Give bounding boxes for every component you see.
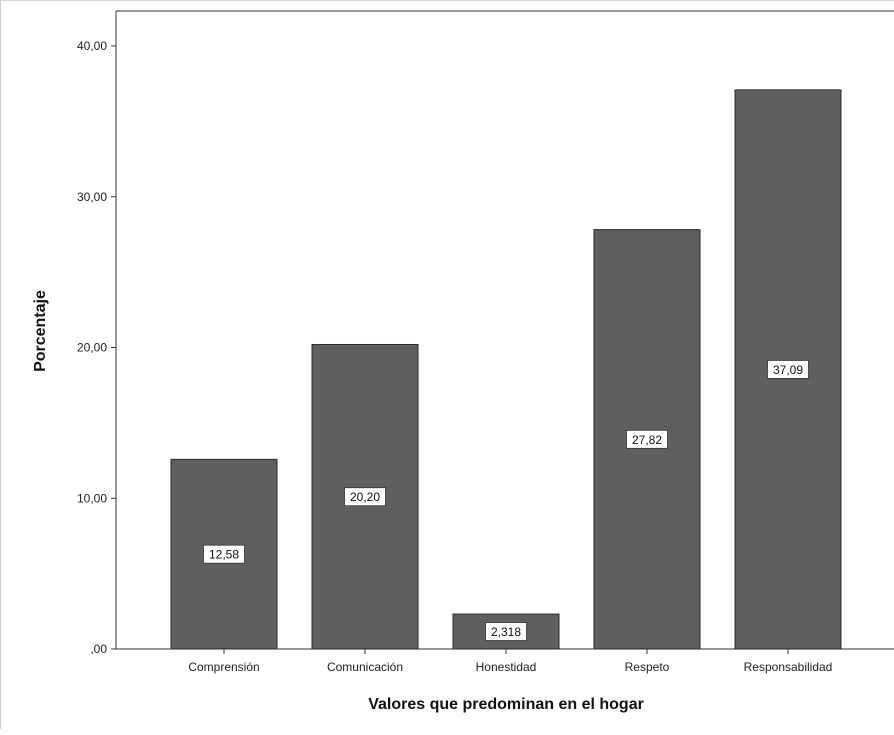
y-axis-label: Porcentaje [32, 290, 49, 372]
x-tick-label: Comunicación [327, 660, 403, 674]
data-label-box [203, 544, 245, 564]
data-label: 37,09 [773, 363, 803, 377]
y-tick-label: 40,00 [77, 39, 107, 53]
data-label-box [344, 487, 386, 507]
data-label: 2,318 [491, 625, 521, 639]
data-label: 12,58 [209, 548, 239, 562]
x-tick-label: Honestidad [476, 660, 537, 674]
x-tick-label: Responsabilidad [744, 660, 833, 674]
x-tick-label: Comprensión [188, 660, 259, 674]
data-label-box [485, 622, 527, 641]
data-label: 27,82 [632, 433, 662, 447]
y-tick-label: 30,00 [77, 190, 107, 204]
data-label-box [626, 429, 668, 449]
x-tick-label: Respeto [625, 660, 670, 674]
data-label: 20,20 [350, 490, 380, 504]
y-tick-label: ,00 [90, 642, 107, 656]
x-axis-label: Valores que predominan en el hogar [368, 696, 644, 713]
y-tick-label: 20,00 [77, 341, 107, 355]
data-label-box [767, 360, 809, 379]
y-tick-label: 10,00 [77, 491, 107, 505]
